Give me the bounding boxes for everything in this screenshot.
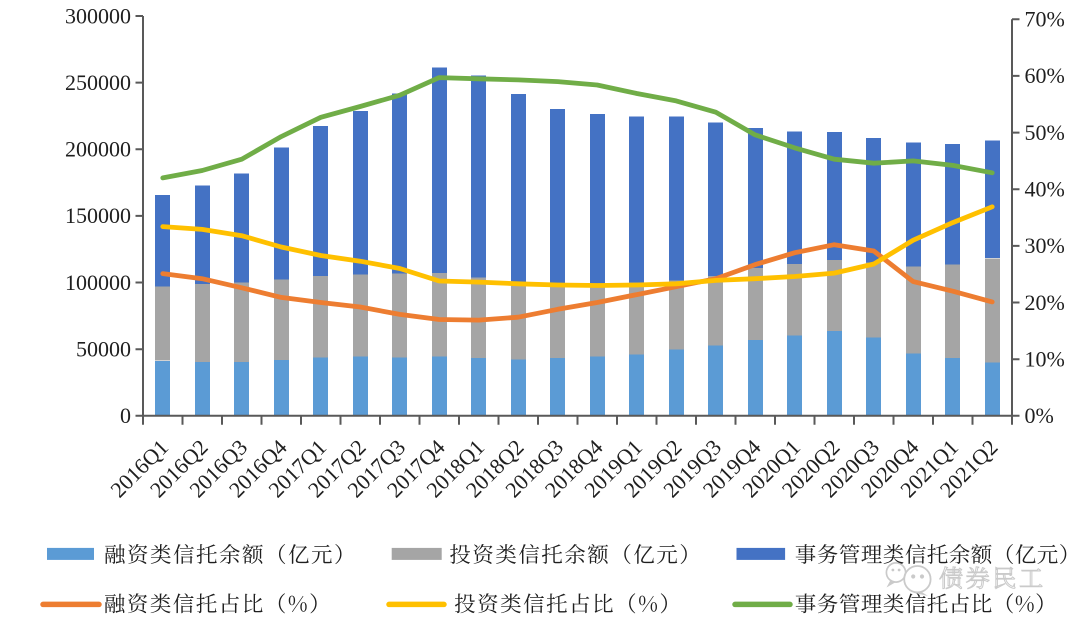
svg-text:40%: 40% <box>1025 177 1065 202</box>
svg-text:150000: 150000 <box>65 203 131 228</box>
svg-text:50%: 50% <box>1025 120 1065 145</box>
svg-text:70%: 70% <box>1025 7 1065 32</box>
svg-text:250000: 250000 <box>65 70 131 95</box>
svg-text:0: 0 <box>120 403 131 428</box>
svg-text:20%: 20% <box>1025 290 1065 315</box>
svg-text:300000: 300000 <box>65 3 131 28</box>
svg-text:100000: 100000 <box>65 270 131 295</box>
svg-text:50000: 50000 <box>76 337 131 362</box>
svg-text:60%: 60% <box>1025 63 1065 88</box>
svg-text:30%: 30% <box>1025 233 1065 258</box>
svg-text:200000: 200000 <box>65 137 131 162</box>
svg-text:10%: 10% <box>1025 347 1065 372</box>
svg-text:0%: 0% <box>1025 403 1054 428</box>
